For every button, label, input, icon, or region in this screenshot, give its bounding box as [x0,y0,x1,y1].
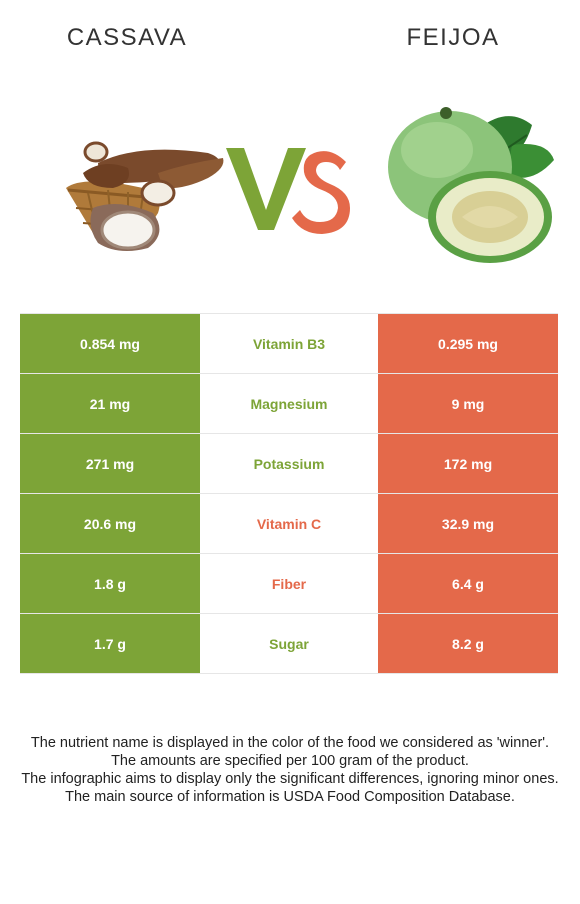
footer-note: The main source of information is USDA F… [65,789,515,805]
right-value-cell: 0.295 mg [378,314,558,373]
nutrient-name-cell: Vitamin C [200,494,378,553]
footer-note: The infographic aims to display only the… [21,771,559,787]
nutrient-name-cell: Potassium [200,434,378,493]
left-value-cell: 271 mg [20,434,200,493]
left-value-cell: 0.854 mg [20,314,200,373]
nutrient-name-cell: Vitamin B3 [200,314,378,373]
right-value-cell: 172 mg [378,434,558,493]
right-value-cell: 6.4 g [378,554,558,613]
footer-notes: The nutrient name is displayed in the co… [20,734,560,806]
nutrient-name-cell: Fiber [200,554,378,613]
right-food-title: FEIJOA [406,24,500,51]
table-row: 0.854 mg Vitamin B3 0.295 mg [20,313,558,374]
cassava-image [66,141,224,252]
right-value-cell: 8.2 g [378,614,558,673]
footer-note: The nutrient name is displayed in the co… [30,735,550,751]
left-value-cell: 20.6 mg [20,494,200,553]
left-value-cell: 1.7 g [20,614,200,673]
table-row: 21 mg Magnesium 9 mg [20,374,558,434]
table-row: 20.6 mg Vitamin C 32.9 mg [20,494,558,554]
nutrient-name-cell: Magnesium [200,374,378,433]
vs-logo [226,148,350,234]
right-value-cell: 32.9 mg [378,494,558,553]
table-row: 271 mg Potassium 172 mg [20,434,558,494]
feijoa-image [388,107,554,263]
left-value-cell: 21 mg [20,374,200,433]
footer-note: The amounts are specified per 100 gram o… [111,753,469,769]
nutrient-name-cell: Sugar [200,614,378,673]
table-row: 1.8 g Fiber 6.4 g [20,554,558,614]
table-row: 1.7 g Sugar 8.2 g [20,614,558,674]
left-food-title: CASSAVA [66,24,188,51]
left-value-cell: 1.8 g [20,554,200,613]
nutrient-comparison-table: 0.854 mg Vitamin B3 0.295 mg 21 mg Magne… [20,313,558,674]
right-value-cell: 9 mg [378,374,558,433]
